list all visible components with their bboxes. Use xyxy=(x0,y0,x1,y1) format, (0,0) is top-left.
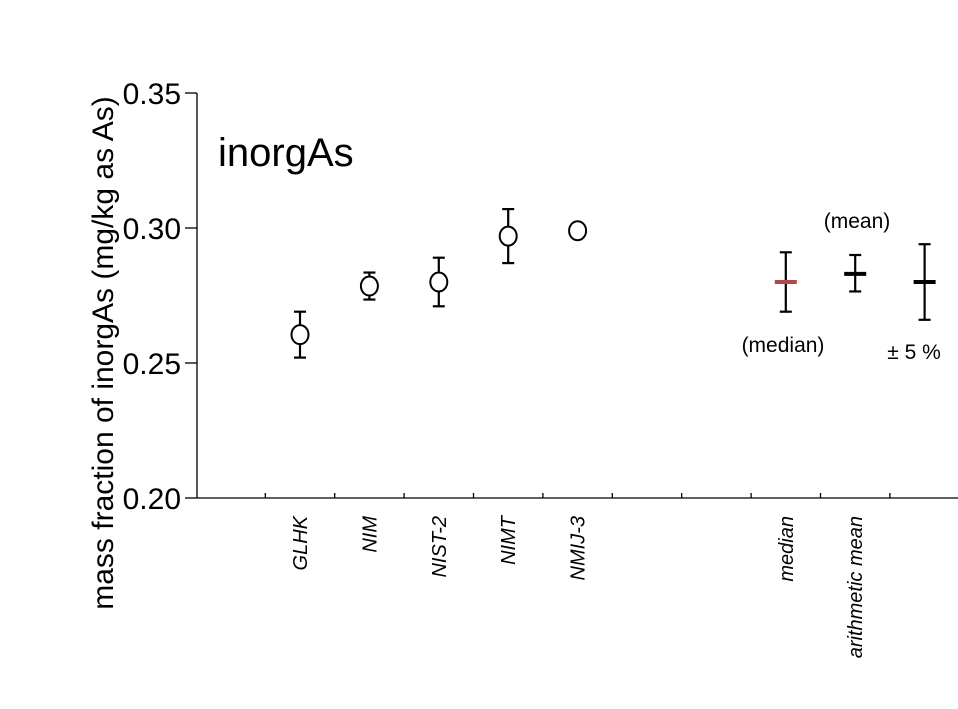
y-axis-label: mass fraction of inorgAs (mg/kg as As) xyxy=(87,96,120,610)
category-label: GLHK xyxy=(290,514,312,570)
data-point xyxy=(498,225,518,247)
data-point xyxy=(359,275,379,297)
category-label: NIST-2 xyxy=(429,516,451,578)
data-point xyxy=(568,220,588,242)
category-label: median xyxy=(776,516,798,582)
category-label: NIMT xyxy=(498,514,520,565)
plot-area xyxy=(196,93,958,499)
category-label: NMIJ-3 xyxy=(568,516,590,580)
category-label: NIM xyxy=(359,516,381,553)
mean-annotation: (mean) xyxy=(824,210,891,233)
data-point xyxy=(290,324,310,346)
chart-title: inorgAs xyxy=(218,131,354,175)
y-tick-label: 0.30 xyxy=(123,213,181,246)
y-tick-label: 0.20 xyxy=(123,483,181,516)
y-tick-label: 0.35 xyxy=(123,78,181,111)
category-label: arithmetic mean xyxy=(845,516,867,658)
median-annotation: (median) xyxy=(742,334,825,357)
percent-annotation: ± 5 % xyxy=(887,341,941,364)
y-axis: 0.20 0.25 0.30 0.35 xyxy=(123,78,197,516)
x-axis xyxy=(264,493,891,498)
y-tick-label: 0.25 xyxy=(123,348,181,381)
data-marks xyxy=(290,208,936,359)
category-labels: GLHK NIM NIST-2 NIMT NMIJ-3 median arithmetic … xyxy=(290,514,867,658)
data-point xyxy=(429,271,449,293)
